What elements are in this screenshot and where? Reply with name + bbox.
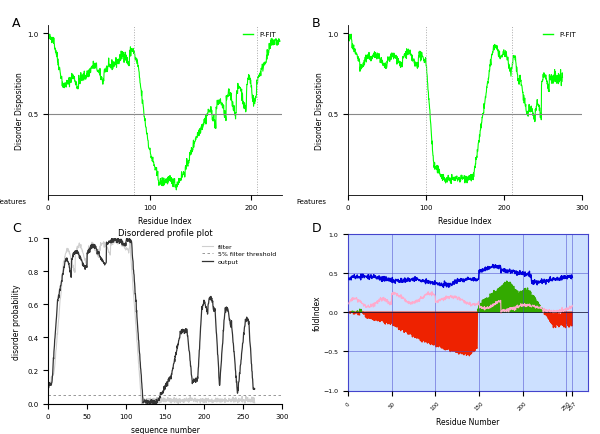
Text: Features: Features <box>0 199 26 205</box>
Y-axis label: Disorder Disposition: Disorder Disposition <box>315 72 324 149</box>
Title: Disordered profile plot: Disordered profile plot <box>118 229 212 238</box>
Y-axis label: Disorder Disposition: Disorder Disposition <box>15 72 24 149</box>
X-axis label: Residue Index: Residue Index <box>138 217 192 226</box>
Legend: P-FIT: P-FIT <box>540 30 578 41</box>
X-axis label: sequence number: sequence number <box>131 425 199 434</box>
Text: A: A <box>12 17 20 30</box>
X-axis label: Residue Number: Residue Number <box>436 417 500 426</box>
Text: D: D <box>312 221 322 234</box>
Text: B: B <box>312 17 320 30</box>
Y-axis label: disorder probability: disorder probability <box>13 283 22 359</box>
X-axis label: Residue Index: Residue Index <box>438 217 492 226</box>
Text: C: C <box>12 221 21 234</box>
Legend: P-FIT: P-FIT <box>240 30 278 41</box>
Legend: filter, 5% filter threshold, output: filter, 5% filter threshold, output <box>199 242 279 266</box>
Y-axis label: foldIndex: foldIndex <box>313 295 322 330</box>
Text: Features: Features <box>296 199 326 205</box>
